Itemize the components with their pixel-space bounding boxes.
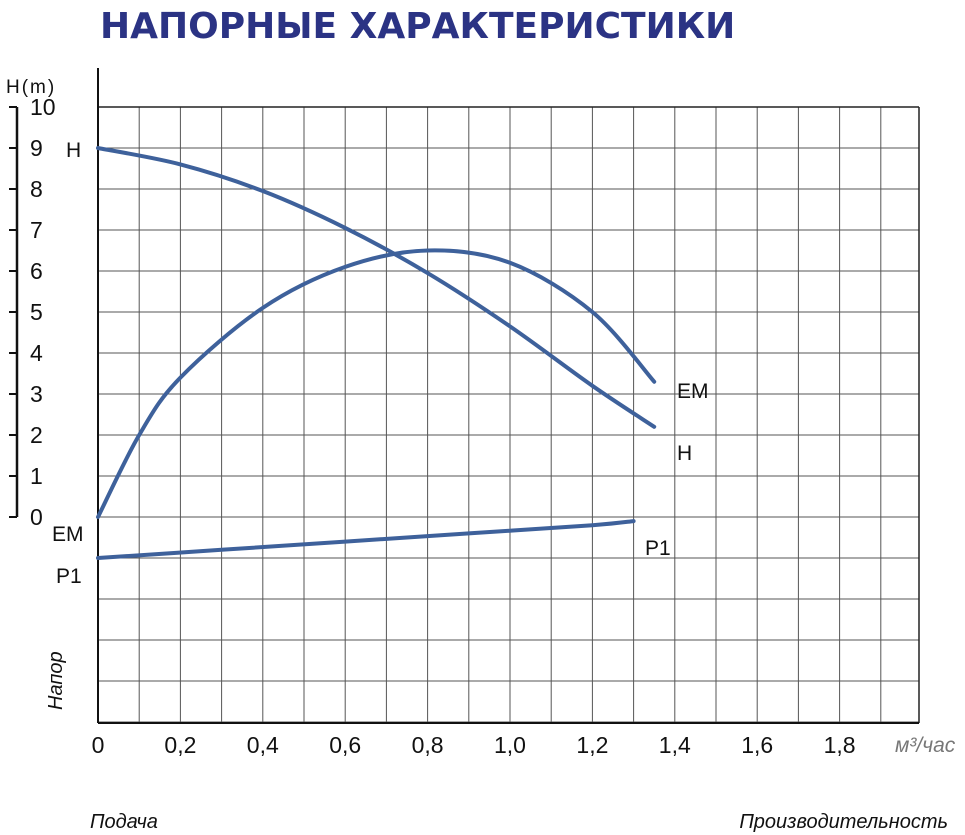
page-title: НАПОРНЫЕ ХАРАКТЕРИСТИКИ (100, 6, 736, 47)
y-tick-label: 8 (30, 176, 43, 202)
x-tick-label: 1,2 (576, 732, 608, 758)
y-tick-label: 4 (30, 340, 43, 366)
y-tick-label: 3 (30, 381, 43, 407)
x-tick-label: 1,0 (494, 732, 526, 758)
series-end-label-em: EM (677, 380, 709, 403)
series-start-label-p1: P1 (56, 565, 82, 588)
series-line-em (96, 248, 657, 519)
x-tick-label: 0,6 (329, 732, 361, 758)
series-start-label-h: H (66, 139, 81, 162)
y-tick-label: 2 (30, 422, 43, 448)
chart-axes (9, 68, 919, 724)
series-end-label-h: H (677, 442, 692, 465)
y-tick-label: 9 (30, 135, 43, 161)
y-tick-label: 7 (30, 217, 43, 243)
x-axis-label-left: Подача (90, 811, 158, 833)
x-tick-label: 0 (92, 732, 105, 758)
y-tick-label: 10 (30, 94, 56, 120)
x-tick-label: 0,2 (164, 732, 196, 758)
x-tick-label: 0,4 (247, 732, 279, 758)
x-axis-label-right: Производительность (739, 811, 948, 833)
x-axis-unit-label: м³/час (895, 734, 956, 757)
x-tick-label: 1,4 (659, 732, 691, 758)
y-axis-side-label: Напор (45, 651, 67, 710)
series-start-label-em: EM (52, 523, 84, 546)
y-axis-label: H(m) (6, 77, 56, 98)
chart-grid (98, 106, 920, 723)
x-tick-label: 0,8 (412, 732, 444, 758)
y-tick-label: 6 (30, 258, 43, 284)
y-tick-label: 1 (30, 463, 43, 489)
x-tick-label: 1,8 (824, 732, 856, 758)
x-tick-label: 1,6 (741, 732, 773, 758)
chart-labels: 0 1 2 3 4 5 6 7 8 9 10H(m) 0 0,2 0,4 0,6 0,8 1,0 1,2 1,4 1,… (6, 77, 956, 833)
series-line-p1 (96, 519, 636, 560)
y-tick-label: 5 (30, 299, 43, 325)
series-line-h (96, 146, 657, 429)
chart-series (96, 146, 657, 560)
series-end-label-p1: P1 (645, 537, 671, 560)
y-tick-label: 0 (30, 504, 43, 530)
